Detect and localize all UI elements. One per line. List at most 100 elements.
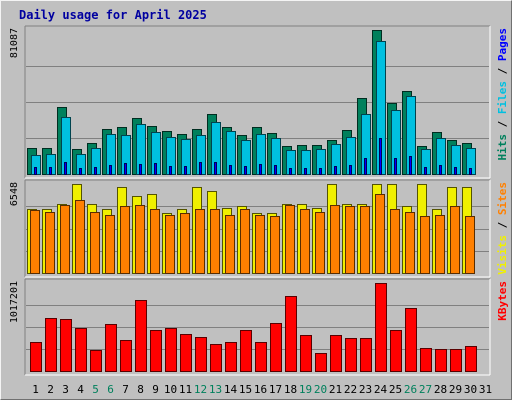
bar-pages — [79, 168, 82, 175]
bar-sites — [150, 209, 160, 274]
bar-pages — [469, 168, 472, 175]
bar-sites — [60, 205, 70, 274]
bar-pages — [319, 168, 322, 175]
bar-sites — [45, 212, 55, 274]
bar-pages — [139, 164, 142, 175]
bar-kbytes — [150, 330, 162, 372]
bar-sites — [465, 216, 475, 274]
x-tick-label: 26 — [404, 383, 417, 396]
bar-pages — [124, 163, 127, 175]
x-tick-label: 28 — [434, 383, 447, 396]
x-tick-label: 5 — [92, 383, 99, 396]
bar-sites — [285, 205, 295, 274]
legend-kbytes: KBytes — [496, 281, 509, 321]
bar-kbytes — [195, 337, 207, 372]
bar-pages — [364, 158, 367, 175]
bar-pages — [109, 165, 112, 175]
x-tick-label: 30 — [464, 383, 477, 396]
bar-kbytes — [345, 338, 357, 372]
legend-hits-files-pages: Hits / Files / Pages — [496, 28, 509, 161]
bar-pages — [199, 162, 202, 175]
bar-kbytes — [360, 338, 372, 372]
bar-sites — [300, 209, 310, 274]
bar-sites — [225, 215, 235, 274]
bar-sites — [345, 206, 355, 274]
x-tick-label: 6 — [107, 383, 114, 396]
x-tick-label: 1 — [32, 383, 39, 396]
legend-hits: Hits — [496, 134, 509, 161]
bar-pages — [409, 156, 412, 175]
bar-kbytes — [210, 344, 222, 372]
x-tick-label: 29 — [449, 383, 462, 396]
bar-pages — [274, 165, 277, 175]
y-max-label: 1017201 — [9, 281, 20, 323]
x-tick-label: 19 — [299, 383, 312, 396]
bar-sites — [120, 206, 130, 274]
bar-sites — [450, 206, 460, 274]
bar-kbytes — [300, 335, 312, 372]
bar-sites — [180, 213, 190, 274]
bar-kbytes — [405, 308, 417, 372]
bar-sites — [330, 205, 340, 274]
bar-sites — [210, 209, 220, 274]
bar-sites — [135, 205, 145, 274]
bar-sites — [435, 215, 445, 274]
x-tick-label: 24 — [374, 383, 388, 396]
x-tick-label: 23 — [359, 383, 372, 396]
x-tick-label: 10 — [164, 383, 177, 396]
bar-sites — [405, 212, 415, 274]
chart-title: Daily usage for April 2025 — [19, 8, 207, 22]
panel-visits-sites: 6548 Visits / Sites — [9, 179, 509, 278]
x-tick-label: 8 — [137, 383, 144, 396]
x-tick-label: 2 — [47, 383, 54, 396]
x-tick-label: 21 — [329, 383, 342, 396]
legend-visits: Visits — [496, 235, 509, 275]
bar-pages — [154, 163, 157, 175]
x-tick-label: 9 — [152, 383, 159, 396]
x-tick-label: 31 — [479, 383, 492, 396]
bar-kbytes — [225, 342, 237, 372]
bar-sites — [255, 215, 265, 274]
legend-separator: / — [496, 61, 509, 81]
bar-sites — [315, 212, 325, 274]
bar-pages — [169, 166, 172, 175]
bar-sites — [420, 216, 430, 274]
bar-pages — [379, 138, 382, 175]
legend-kbytes: KBytes — [496, 281, 509, 321]
bar-kbytes — [90, 350, 102, 372]
bar-pages — [244, 166, 247, 175]
bar-kbytes — [315, 353, 327, 372]
bar-sites — [390, 209, 400, 274]
x-tick-label: 12 — [194, 383, 207, 396]
bar-kbytes — [135, 300, 147, 372]
x-tick-label: 13 — [209, 383, 222, 396]
x-tick-label: 25 — [389, 383, 402, 396]
panel-hits-files-pages: 81087 Hits / Files / Pages — [9, 25, 509, 179]
bar-sites — [30, 210, 40, 274]
y-max-label: 81087 — [9, 28, 20, 58]
bar-pages — [289, 168, 292, 175]
bar-kbytes — [75, 328, 87, 372]
bar-sites — [195, 209, 205, 274]
bar-pages — [214, 162, 217, 175]
bar-pages — [229, 165, 232, 175]
bar-pages — [424, 167, 427, 175]
x-tick-label: 27 — [419, 383, 432, 396]
x-tick-label: 4 — [77, 383, 84, 396]
bar-sites — [165, 215, 175, 274]
bar-pages — [34, 167, 37, 175]
x-tick-label: 7 — [122, 383, 129, 396]
bar-kbytes — [420, 348, 432, 372]
bar-pages — [454, 167, 457, 175]
legend-separator: / — [496, 114, 509, 134]
legend-sites: Sites — [496, 182, 509, 215]
bar-kbytes — [165, 328, 177, 372]
bar-pages — [184, 166, 187, 175]
x-tick-label: 11 — [179, 383, 192, 396]
x-tick-label: 22 — [344, 383, 357, 396]
x-tick-label: 17 — [269, 383, 282, 396]
x-axis-labels: 1 2 3 4 5 6 7 8 9 10 11 12 13 14 15 16 17 18 19 20 21 22 23 24 2… — [32, 383, 492, 396]
y-max-label: 6548 — [9, 182, 20, 206]
x-tick-label: 15 — [239, 383, 252, 396]
x-tick-label: 3 — [62, 383, 69, 396]
